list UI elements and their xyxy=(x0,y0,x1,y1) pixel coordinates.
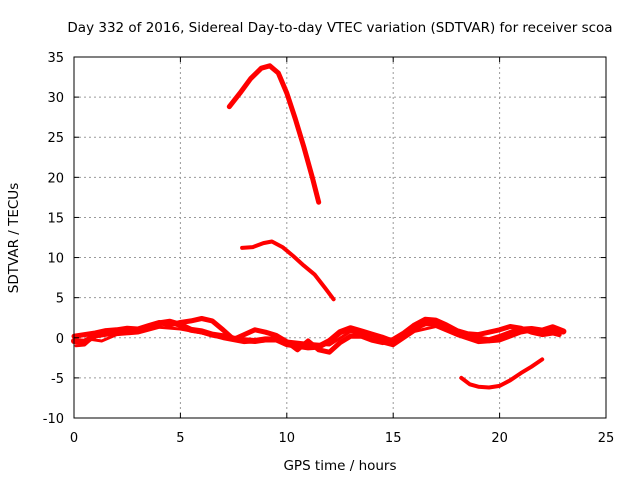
series-arc-low xyxy=(459,357,545,390)
y-tick-label: -10 xyxy=(43,412,64,427)
series-near-zero-c xyxy=(74,325,565,348)
y-tick-label: 15 xyxy=(47,211,64,226)
x-tick-label: 5 xyxy=(176,431,184,446)
plot-frame xyxy=(73,56,607,419)
x-tick-label: 15 xyxy=(385,431,402,446)
data-series-group xyxy=(71,63,567,390)
y-tick-label: 35 xyxy=(47,51,64,66)
x-tick-label: 25 xyxy=(598,431,615,446)
y-tick-label: 5 xyxy=(56,292,64,307)
series-arc-high xyxy=(226,63,322,205)
y-tick-label: -5 xyxy=(51,372,64,387)
x-tick-label: 20 xyxy=(491,431,508,446)
y-tick-label: 0 xyxy=(56,332,64,347)
x-tick-label: 0 xyxy=(70,431,78,446)
axis-tick-labels: 0 5 10 15 20 25 -10 -5 0 5 10 15 20 25 30 35 xyxy=(43,51,615,446)
x-axis-title: GPS time / hours xyxy=(283,458,396,474)
y-tick-label: 10 xyxy=(47,252,64,267)
x-tick-label: 10 xyxy=(279,431,296,446)
axis-ticks xyxy=(73,56,607,419)
series-near-zero-b xyxy=(71,316,562,355)
y-tick-label: 25 xyxy=(47,131,64,146)
y-tick-label: 20 xyxy=(47,171,64,186)
chart-title: Day 332 of 2016, Sidereal Day-to-day VTE… xyxy=(67,20,612,36)
series-arc-mid xyxy=(240,239,336,302)
y-axis-title: SDTVAR / TECUs xyxy=(6,183,22,293)
y-tick-label: 30 xyxy=(47,91,64,106)
